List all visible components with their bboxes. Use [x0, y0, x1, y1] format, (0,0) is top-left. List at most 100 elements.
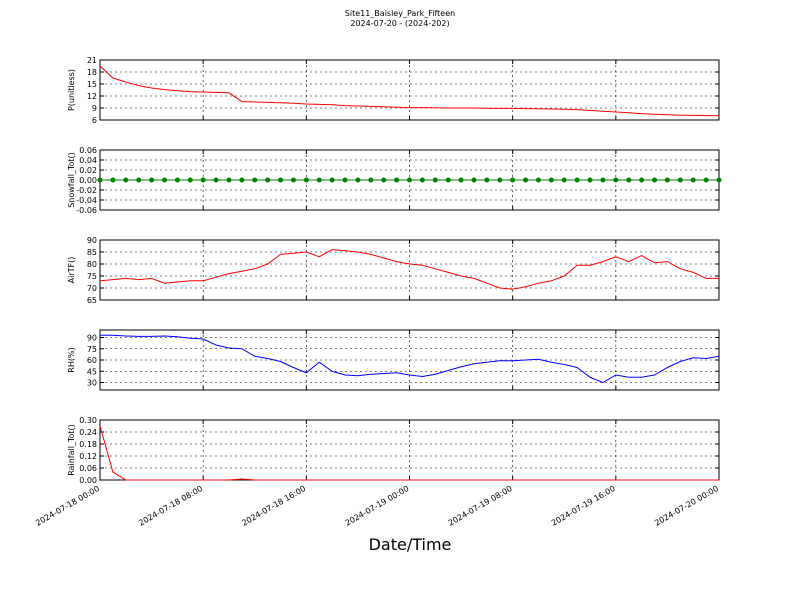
data-point	[329, 177, 335, 183]
data-point	[626, 177, 632, 183]
data-point	[239, 177, 245, 183]
y-tick-label: -0.06	[76, 206, 97, 215]
data-point	[548, 177, 554, 183]
data-line	[99, 249, 719, 290]
plot-frame	[99, 239, 720, 301]
y-tick-label: 9	[92, 104, 97, 113]
subtitle: 2024-07-20 - (2024-202)	[350, 19, 449, 28]
y-axis-label: RH(%)	[67, 347, 76, 372]
data-point	[290, 177, 296, 183]
y-tick-label: 75	[87, 345, 97, 354]
y-tick-label: 18	[87, 68, 97, 77]
y-axis-label: Snowfall_Tot()	[67, 152, 76, 208]
x-tick-label: 2024-07-18 00:00	[34, 484, 101, 528]
data-point	[587, 177, 593, 183]
x-tick-label: 2024-07-18 16:00	[240, 484, 307, 528]
x-tick-label: 2024-07-18 08:00	[137, 484, 204, 528]
y-tick-label: -0.04	[76, 196, 97, 205]
y-tick-label: 12	[87, 92, 97, 101]
y-tick-label: 0.06	[79, 146, 97, 155]
data-point	[278, 177, 284, 183]
plot-frame	[99, 59, 720, 121]
data-point	[535, 177, 541, 183]
y-tick-label: 90	[87, 334, 97, 343]
data-point	[600, 177, 606, 183]
data-point	[200, 177, 206, 183]
title: Site11_Baisley_Park_Fifteen	[345, 9, 455, 18]
data-point	[394, 177, 400, 183]
data-line	[99, 425, 719, 481]
y-tick-label: 0.18	[79, 440, 97, 449]
data-point	[187, 177, 193, 183]
y-axis-label: P(unitless)	[67, 69, 76, 111]
y-axis-label: AirTF()	[67, 257, 76, 284]
data-point	[381, 177, 387, 183]
x-axis-label: Date/Time	[369, 535, 452, 554]
data-point	[303, 177, 309, 183]
data-point	[716, 177, 722, 183]
y-tick-label: 80	[87, 260, 97, 269]
data-point	[574, 177, 580, 183]
data-point	[484, 177, 490, 183]
data-point	[419, 177, 425, 183]
x-tick-label: 2024-07-19 16:00	[550, 484, 617, 528]
data-point	[690, 177, 696, 183]
y-tick-label: 65	[87, 296, 97, 305]
data-point	[174, 177, 180, 183]
y-tick-label: 0.02	[79, 166, 97, 175]
y-tick-label: 0.24	[79, 428, 97, 437]
data-point	[613, 177, 619, 183]
y-tick-label: -0.02	[76, 186, 97, 195]
data-point	[213, 177, 219, 183]
y-tick-label: 0.00	[79, 476, 97, 485]
data-point	[677, 177, 683, 183]
y-tick-label: 0.00	[79, 176, 97, 185]
data-point	[471, 177, 477, 183]
y-tick-label: 30	[87, 379, 97, 388]
data-line	[99, 65, 719, 117]
x-tick-label: 2024-07-19 08:00	[447, 484, 514, 528]
y-tick-label: 15	[87, 80, 97, 89]
data-point	[226, 177, 232, 183]
data-point	[265, 177, 271, 183]
data-point	[664, 177, 670, 183]
data-point	[432, 177, 438, 183]
data-point	[136, 177, 142, 183]
x-tick-label: 2024-07-20 00:00	[653, 484, 720, 528]
data-point	[458, 177, 464, 183]
data-point	[703, 177, 709, 183]
y-tick-label: 0.04	[79, 156, 97, 165]
y-tick-label: 70	[87, 284, 97, 293]
data-point	[97, 177, 103, 183]
data-point	[355, 177, 361, 183]
y-tick-label: 45	[87, 367, 97, 376]
data-point	[149, 177, 155, 183]
y-tick-label: 60	[87, 356, 97, 365]
data-line	[100, 334, 720, 384]
data-point	[510, 177, 516, 183]
plot-frame	[99, 329, 720, 391]
data-point	[316, 177, 322, 183]
y-tick-label: 90	[87, 236, 97, 245]
y-tick-label: 0.06	[79, 464, 97, 473]
data-point	[407, 177, 412, 183]
data-point	[123, 177, 129, 183]
y-axis-label: Rainfall_Tot()	[67, 424, 76, 476]
x-tick-label: 2024-07-19 00:00	[344, 484, 411, 528]
y-tick-label: 6	[92, 116, 97, 125]
data-point	[161, 177, 167, 183]
y-tick-label: 85	[87, 248, 97, 257]
data-point	[497, 177, 503, 183]
data-point	[652, 177, 658, 183]
data-point	[252, 177, 258, 183]
y-tick-label: 0.30	[79, 416, 97, 425]
data-point	[110, 177, 116, 183]
data-point	[523, 177, 529, 183]
data-point	[561, 177, 567, 183]
data-point	[368, 177, 374, 183]
y-tick-label: 0.12	[79, 452, 97, 461]
y-tick-label: 21	[87, 56, 97, 65]
data-point	[639, 177, 645, 183]
y-tick-label: 75	[87, 272, 97, 281]
